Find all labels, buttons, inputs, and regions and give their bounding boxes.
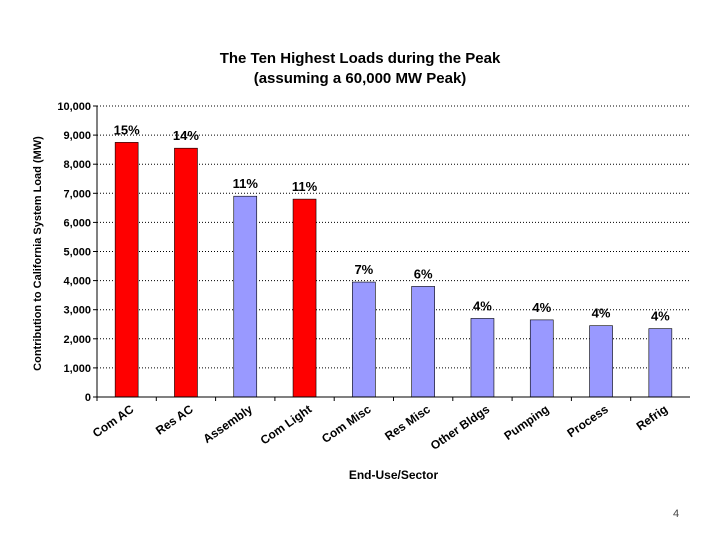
y-tick-label: 6,000 xyxy=(63,217,91,229)
data-label: 7% xyxy=(354,262,373,277)
category-label: Com Misc xyxy=(319,402,374,446)
category-label: Pumping xyxy=(501,402,551,443)
bar xyxy=(292,198,317,398)
data-label: 4% xyxy=(651,309,670,324)
data-label: 6% xyxy=(414,266,433,281)
x-axis-title: End-Use/Sector xyxy=(349,468,439,482)
bars xyxy=(114,142,673,398)
y-tick-label: 8,000 xyxy=(63,159,91,171)
bar xyxy=(411,286,435,398)
bar xyxy=(174,147,198,398)
bar xyxy=(114,142,139,398)
y-axis-title: Contribution to California System Load (… xyxy=(32,136,44,371)
y-tick-label: 1,000 xyxy=(63,363,91,375)
y-tick-label: 5,000 xyxy=(63,247,91,259)
bar xyxy=(470,318,495,398)
category-label: Assembly xyxy=(200,402,255,446)
y-tick-label: 2,000 xyxy=(63,334,91,346)
chart-subtitle: (assuming a 60,000 MW Peak) xyxy=(253,70,467,87)
category-label: Com Light xyxy=(258,402,315,447)
y-tick-label: 7,000 xyxy=(63,188,91,200)
bar xyxy=(352,281,376,398)
data-label: 11% xyxy=(233,176,259,191)
bar xyxy=(648,328,673,398)
category-label: Refrig xyxy=(634,402,670,433)
bar xyxy=(233,195,258,398)
axes xyxy=(93,105,690,401)
y-tick-label: 9,000 xyxy=(63,130,91,142)
y-tick-label: 0 xyxy=(85,392,91,404)
bar xyxy=(529,319,554,398)
category-label: Other Bldgs xyxy=(428,402,493,453)
data-label: 4% xyxy=(592,306,611,321)
y-tick-label: 4,000 xyxy=(63,276,91,288)
y-tick-label: 3,000 xyxy=(63,305,91,317)
category-label: Com AC xyxy=(90,402,137,441)
data-label: 15% xyxy=(114,122,140,137)
data-label: 11% xyxy=(292,179,318,194)
y-tick-label: 10,000 xyxy=(57,101,91,113)
data-label: 4% xyxy=(532,300,551,315)
page-number: 4 xyxy=(672,508,680,520)
data-label: 4% xyxy=(473,298,492,313)
bar xyxy=(589,325,613,398)
category-label: Process xyxy=(564,402,611,440)
data-label: 14% xyxy=(173,128,199,143)
category-label: Res AC xyxy=(153,402,196,438)
chart-title: The Ten Highest Loads during the Peak xyxy=(219,50,501,67)
category-label: Res Misc xyxy=(382,402,433,443)
